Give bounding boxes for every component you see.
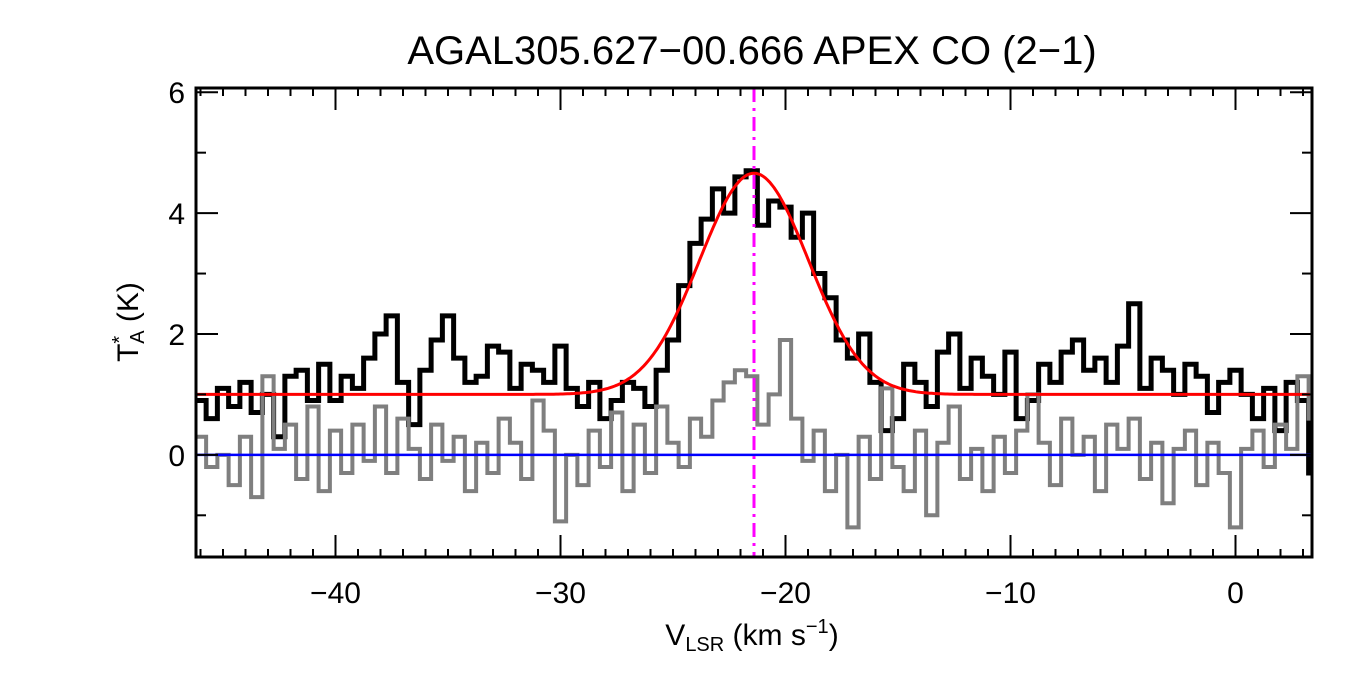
x-tick-label: −20 <box>760 577 811 610</box>
y-tick-label: 4 <box>168 198 185 231</box>
gaussian-fit-curve <box>196 171 1310 396</box>
spectrum-black-series <box>196 168 1312 476</box>
plot-area <box>196 88 1312 557</box>
y-tick-label: 2 <box>168 319 185 352</box>
x-axis-label: VLSR (km s−1) <box>665 616 838 656</box>
x-tick-label: −30 <box>535 577 586 610</box>
data-layer <box>196 88 1312 557</box>
y-tick-label: 6 <box>168 77 185 110</box>
axes: −40 −30 −20 −10 0 0 2 4 6 <box>168 77 1314 610</box>
chart-title: AGAL305.627−00.666 APEX CO (2−1) <box>407 29 1096 73</box>
y-axis-label: T*A (K) <box>109 282 149 362</box>
plot-frame <box>194 86 1314 559</box>
spectrum-gray-series <box>196 338 1312 530</box>
y-tick-label: 0 <box>168 440 185 473</box>
x-tick-label: −10 <box>985 577 1036 610</box>
x-tick-label: 0 <box>1227 577 1244 610</box>
x-tick-label: −40 <box>310 577 361 610</box>
